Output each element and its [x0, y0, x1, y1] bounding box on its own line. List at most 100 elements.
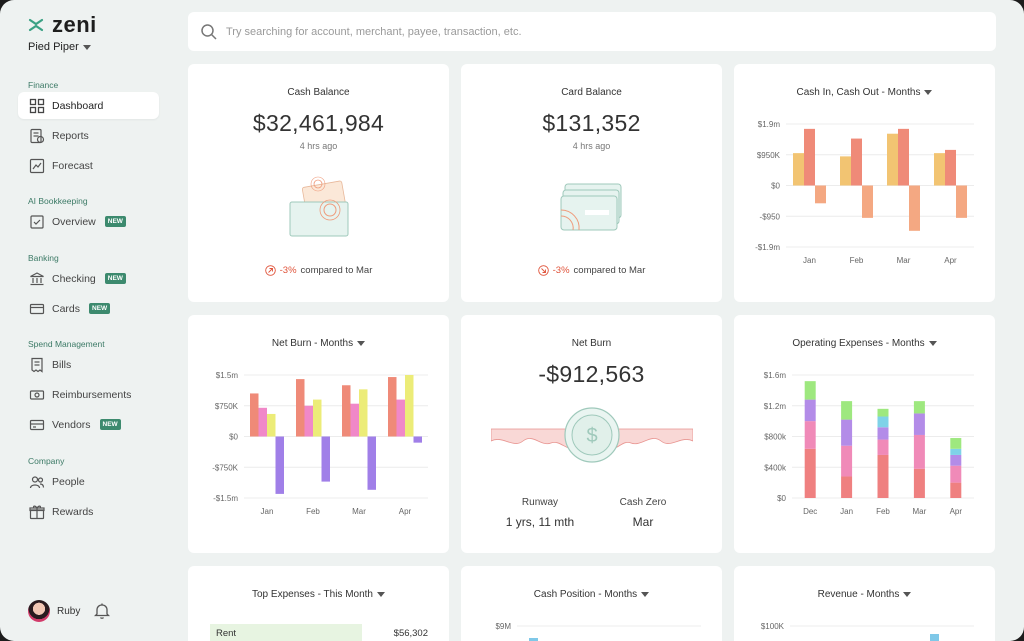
x-tick-label: Jan — [803, 256, 816, 265]
net-burn-card[interactable]: Net Burn -$912,563 $ Runway 1 yrs, 11 mt… — [461, 315, 722, 553]
sidebar-item-forecast[interactable]: Forecast — [18, 152, 159, 179]
sidebar-item-label: Reports — [52, 129, 89, 142]
logo[interactable]: zeni — [28, 12, 97, 38]
org-switcher[interactable]: Pied Piper — [28, 41, 91, 53]
bar — [350, 403, 359, 437]
card-balance-card[interactable]: Card Balance $131,352 4 hrs ago -3% comp… — [461, 64, 722, 302]
cash-zero-label: Cash Zero — [619, 497, 667, 508]
search-bar[interactable] — [188, 12, 996, 51]
x-tick-label: Apr — [399, 507, 412, 516]
bar — [804, 448, 816, 498]
sidebar-item-reports[interactable]: Reports — [18, 122, 159, 149]
bar — [804, 381, 816, 400]
delta-text: compared to Mar — [300, 265, 373, 276]
x-tick-label: Mar — [913, 507, 927, 516]
user-profile[interactable]: Ruby — [28, 600, 80, 622]
bar — [529, 638, 538, 641]
org-name: Pied Piper — [28, 41, 79, 53]
bar — [877, 427, 889, 440]
sidebar: zeni Pied Piper Finance Dashboard Report… — [0, 0, 172, 641]
sidebar-item-label: Overview — [52, 215, 96, 228]
card-title-text: Cash In, Cash Out - Months — [796, 87, 921, 98]
delta-value: -3% — [552, 265, 570, 276]
cash-in-out-chart: $1.9m $950K $0 -$950 -$1.9m Jan Feb Mar Apr — [755, 120, 974, 265]
cash-position-card[interactable]: Cash Position - Months $9M — [461, 566, 722, 641]
search-input[interactable] — [226, 25, 926, 38]
card-title[interactable]: Revenue - Months — [734, 589, 995, 600]
bar — [950, 482, 962, 498]
cash-balance-card[interactable]: Cash Balance $32,461,984 4 hrs ago -3% c… — [188, 64, 449, 302]
section-label-finance: Finance — [28, 80, 59, 90]
delta-text: compared to Mar — [573, 265, 646, 276]
bar — [950, 454, 962, 466]
chevron-down-icon — [928, 341, 937, 346]
card-title-text: Top Expenses - This Month — [252, 589, 373, 600]
people-icon — [29, 475, 45, 488]
svg-text:$: $ — [586, 425, 597, 447]
y-tick-label: $0 — [777, 494, 786, 503]
y-tick-label: -$1.5m — [213, 494, 238, 503]
operating-expenses-card[interactable]: Operating Expenses - Months $1.6m $1.2m $8… — [734, 315, 995, 553]
card-title[interactable]: Top Expenses - This Month — [188, 589, 449, 600]
bar — [913, 401, 925, 414]
sidebar-item-dashboard[interactable]: Dashboard — [18, 92, 159, 119]
card-title[interactable]: Cash Position - Months — [461, 589, 722, 600]
sidebar-item-bills[interactable]: Bills — [18, 351, 159, 378]
bar — [359, 389, 368, 437]
sidebar-item-label: Vendors — [52, 418, 91, 431]
bar — [413, 436, 422, 443]
cash-zero-value: Mar — [632, 515, 654, 529]
y-tick-label: -$750K — [212, 463, 238, 472]
x-tick-label: Feb — [306, 507, 320, 516]
bar — [877, 439, 889, 455]
x-tick-label: Apr — [950, 507, 963, 516]
card-title[interactable]: Operating Expenses - Months — [734, 338, 995, 349]
bar — [258, 407, 267, 437]
top-expenses-card[interactable]: Top Expenses - This Month Rent $56,302 — [188, 566, 449, 641]
sidebar-item-overview[interactable]: Overview NEW — [18, 208, 159, 235]
list-item[interactable]: Rent $56,302 — [210, 628, 428, 639]
x-tick-label: Mar — [352, 507, 366, 516]
zeni-logo-icon — [28, 18, 44, 32]
net-burn-chart-card[interactable]: Net Burn - Months $1.5m $750K $0 -$750K -$1.… — [188, 315, 449, 553]
sidebar-item-vendors[interactable]: Vendors NEW — [18, 411, 159, 438]
bell-icon[interactable] — [94, 602, 110, 620]
chevron-down-icon — [924, 90, 933, 95]
bar — [841, 476, 853, 498]
user-name: Ruby — [57, 605, 81, 617]
new-badge: NEW — [99, 419, 121, 430]
sidebar-item-reimbursements[interactable]: Reimbursements — [18, 381, 159, 408]
sidebar-item-label: Dashboard — [52, 99, 104, 112]
card-title[interactable]: Net Burn - Months — [188, 338, 449, 349]
y-tick-label: -$950 — [760, 212, 781, 221]
card-title-text: Revenue - Months — [817, 589, 900, 600]
bills-icon — [31, 357, 43, 373]
sidebar-item-checking[interactable]: Checking NEW — [18, 265, 159, 292]
bar — [877, 416, 889, 428]
expense-name: Rent — [216, 628, 237, 639]
revenue-card[interactable]: Revenue - Months $100K — [734, 566, 995, 641]
y-tick-label: $400k — [764, 463, 787, 472]
chevron-down-icon — [82, 44, 91, 50]
bar — [913, 434, 925, 469]
bar — [877, 454, 889, 498]
x-tick-label: Jan — [840, 507, 853, 516]
delta-value: -3% — [279, 265, 297, 276]
bar — [342, 385, 351, 437]
sidebar-item-rewards[interactable]: Rewards — [18, 498, 159, 525]
sidebar-item-people[interactable]: People — [18, 468, 159, 495]
sidebar-item-label: People — [52, 475, 85, 488]
cash-in-out-card[interactable]: Cash In, Cash Out - Months $1.9m $950K $0 -… — [734, 64, 995, 302]
y-tick-label: $950K — [757, 151, 781, 160]
card-title[interactable]: Cash In, Cash Out - Months — [734, 87, 995, 98]
overview-icon — [30, 214, 44, 229]
sidebar-item-cards[interactable]: Cards NEW — [18, 295, 159, 322]
sidebar-item-label: Cards — [52, 302, 81, 315]
bar — [405, 375, 414, 437]
net-burn-chart: $1.5m $750K $0 -$750K -$1.5m Jan Feb Mar Apr — [212, 371, 428, 516]
cash-balance-value: $32,461,984 — [252, 110, 385, 136]
y-tick-label: $1.9m — [758, 120, 781, 129]
bar — [877, 408, 889, 417]
bar — [321, 436, 330, 482]
